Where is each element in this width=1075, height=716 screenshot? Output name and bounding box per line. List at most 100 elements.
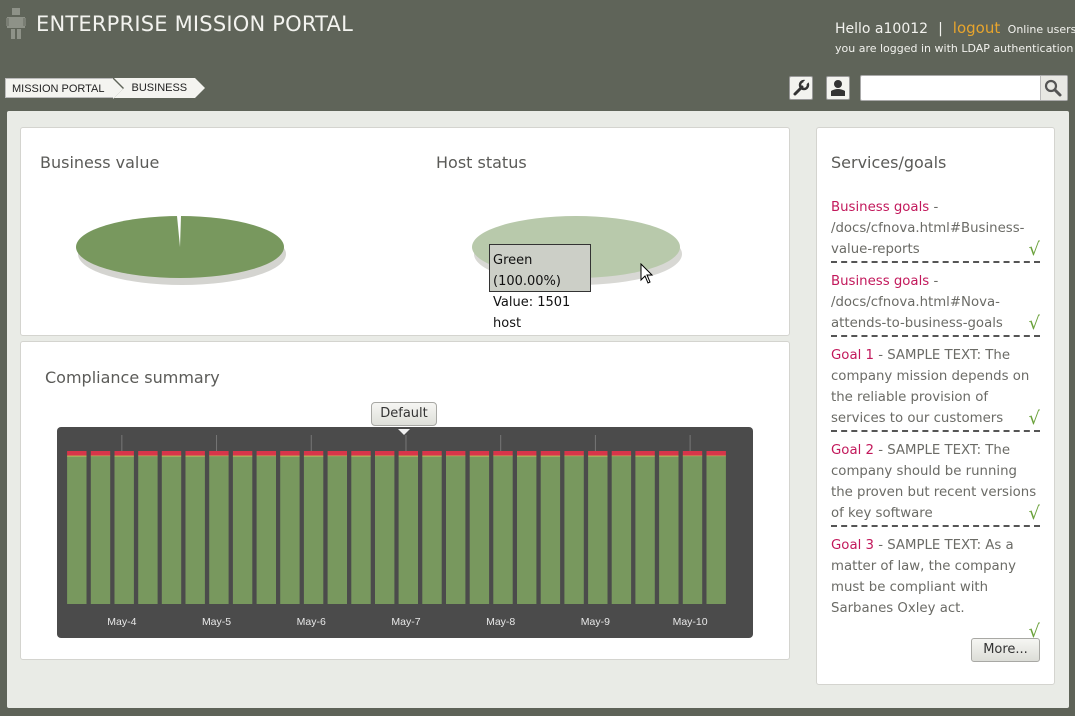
bar-segment[interactable] — [398, 455, 418, 457]
bar-segment[interactable] — [422, 456, 442, 604]
bar-segment[interactable] — [185, 451, 205, 456]
service-goal-item[interactable]: Goal 3 - SAMPLE TEXT: As a matter of law… — [831, 535, 1040, 643]
bar-segment[interactable] — [588, 455, 608, 457]
logout-link[interactable]: logout — [952, 19, 1001, 37]
bar-segment[interactable] — [256, 455, 276, 457]
bar-segment[interactable] — [635, 455, 655, 457]
bar-segment[interactable] — [422, 455, 442, 457]
service-goal-item[interactable]: Goal 1 - SAMPLE TEXT: The company missio… — [831, 345, 1040, 432]
settings-button[interactable] — [789, 76, 813, 100]
bar-segment[interactable] — [611, 456, 632, 604]
bar-segment[interactable] — [493, 455, 513, 457]
bar-segment[interactable] — [588, 451, 608, 456]
search-input[interactable] — [864, 78, 1043, 100]
bar-segment[interactable] — [588, 456, 608, 604]
bar-segment[interactable] — [303, 451, 324, 456]
bar-segment[interactable] — [161, 456, 182, 604]
bar-segment[interactable] — [280, 456, 300, 604]
bar-segment[interactable] — [90, 456, 111, 604]
bar-segment[interactable] — [446, 455, 466, 457]
bar-segment[interactable] — [232, 455, 253, 457]
bar-segment[interactable] — [682, 456, 703, 604]
service-goal-item[interactable]: Goal 2 - SAMPLE TEXT: The company should… — [831, 440, 1040, 527]
bar-segment[interactable] — [303, 456, 324, 604]
bar-segment[interactable] — [564, 451, 584, 456]
bar-segment[interactable] — [67, 456, 87, 604]
bar-segment[interactable] — [635, 456, 655, 604]
bar-segment[interactable] — [327, 455, 347, 457]
bar-segment[interactable] — [209, 451, 229, 456]
goal-link[interactable]: Business goals — [831, 200, 930, 215]
bar-segment[interactable] — [114, 451, 134, 456]
bar-segment[interactable] — [564, 455, 584, 457]
bar-segment[interactable] — [351, 455, 371, 457]
bar-segment[interactable] — [327, 456, 347, 604]
bar-segment[interactable] — [209, 455, 229, 457]
bar-segment[interactable] — [682, 455, 703, 457]
bar-segment[interactable] — [280, 455, 300, 457]
goal-link[interactable]: Goal 3 — [831, 538, 874, 553]
bar-segment[interactable] — [375, 455, 395, 457]
bar-segment[interactable] — [303, 455, 324, 457]
more-button[interactable]: More... — [971, 638, 1040, 662]
bar-segment[interactable] — [185, 455, 205, 457]
bar-segment[interactable] — [67, 455, 87, 457]
bar-segment[interactable] — [256, 451, 276, 456]
bar-segment[interactable] — [540, 451, 561, 456]
bar-segment[interactable] — [67, 451, 87, 456]
bar-segment[interactable] — [469, 451, 490, 456]
bar-segment[interactable] — [706, 456, 726, 604]
bar-segment[interactable] — [493, 456, 513, 604]
goal-link[interactable]: Business goals — [831, 274, 930, 289]
service-goal-item[interactable]: Business goals - /docs/cfnova.html#Busin… — [831, 197, 1040, 263]
user-button[interactable] — [826, 76, 850, 100]
bar-segment[interactable] — [517, 451, 537, 456]
bar-segment[interactable] — [90, 451, 111, 456]
bar-segment[interactable] — [90, 455, 111, 457]
bar-segment[interactable] — [446, 451, 466, 456]
bar-segment[interactable] — [209, 456, 229, 604]
bar-segment[interactable] — [138, 451, 158, 456]
bar-segment[interactable] — [493, 451, 513, 456]
bar-segment[interactable] — [659, 455, 679, 457]
bar-segment[interactable] — [375, 456, 395, 604]
goal-link[interactable]: Goal 1 — [831, 348, 874, 363]
bar-segment[interactable] — [564, 456, 584, 604]
breadcrumb-business[interactable]: BUSINESS — [113, 78, 205, 98]
bar-segment[interactable] — [398, 456, 418, 604]
bar-segment[interactable] — [280, 451, 300, 456]
bar-segment[interactable] — [114, 456, 134, 604]
bar-segment[interactable] — [256, 456, 276, 604]
bar-segment[interactable] — [114, 455, 134, 457]
bar-segment[interactable] — [232, 456, 253, 604]
bar-segment[interactable] — [138, 455, 158, 457]
goal-link[interactable]: Goal 2 — [831, 443, 874, 458]
bar-segment[interactable] — [682, 451, 703, 456]
bar-segment[interactable] — [375, 451, 395, 456]
bar-segment[interactable] — [398, 451, 418, 456]
bar-segment[interactable] — [446, 456, 466, 604]
bar-segment[interactable] — [540, 455, 561, 457]
bar-segment[interactable] — [540, 456, 561, 604]
bar-segment[interactable] — [232, 451, 253, 456]
bar-segment[interactable] — [635, 451, 655, 456]
bar-segment[interactable] — [422, 451, 442, 456]
bar-segment[interactable] — [659, 451, 679, 456]
bar-segment[interactable] — [706, 455, 726, 457]
bar-segment[interactable] — [706, 451, 726, 456]
default-tab[interactable]: Default — [371, 402, 437, 426]
bar-segment[interactable] — [161, 455, 182, 457]
bar-segment[interactable] — [351, 456, 371, 604]
search-button[interactable] — [1040, 76, 1067, 100]
bar-segment[interactable] — [611, 451, 632, 456]
bar-segment[interactable] — [161, 451, 182, 456]
bar-segment[interactable] — [611, 455, 632, 457]
bar-segment[interactable] — [517, 455, 537, 457]
bar-segment[interactable] — [469, 455, 490, 457]
breadcrumb-mission-portal[interactable]: MISSION PORTAL — [5, 78, 122, 99]
bar-segment[interactable] — [351, 451, 371, 456]
bar-segment[interactable] — [659, 456, 679, 604]
bar-segment[interactable] — [327, 451, 347, 456]
bar-segment[interactable] — [517, 456, 537, 604]
bar-segment[interactable] — [185, 456, 205, 604]
